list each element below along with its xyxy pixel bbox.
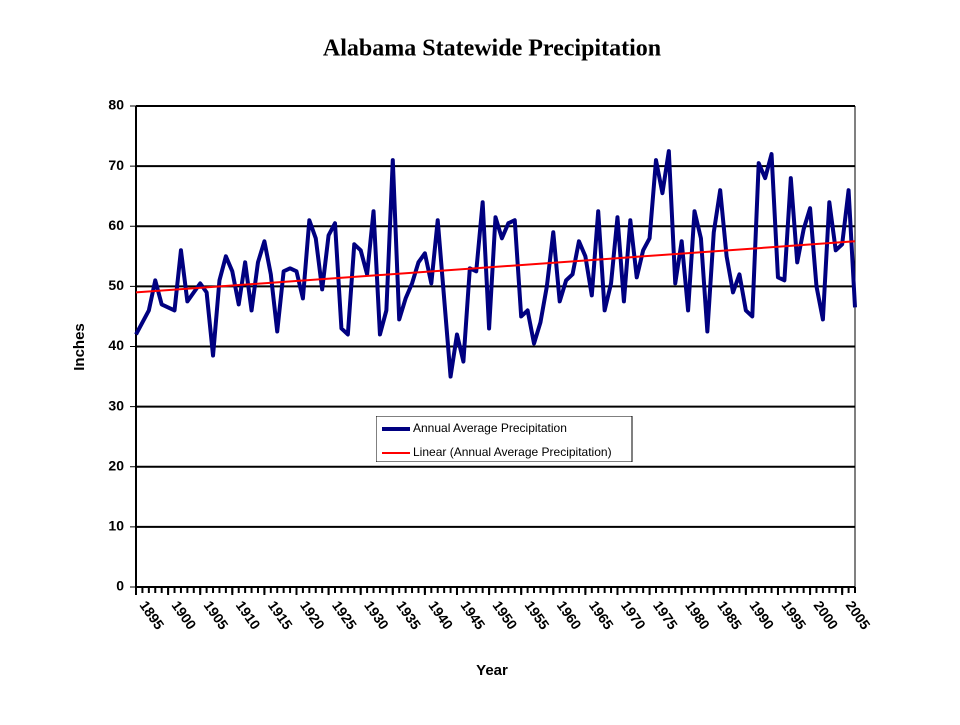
- series-line: [134, 149, 857, 379]
- x-tick-label: 1970: [618, 598, 649, 633]
- y-tick-label: 50: [108, 277, 124, 293]
- x-tick-label: 1925: [329, 598, 360, 633]
- legend-box: [376, 416, 633, 462]
- y-tick-label: 80: [108, 97, 124, 113]
- y-tick-label: 40: [108, 337, 124, 353]
- y-tick-label: 20: [108, 457, 124, 473]
- x-tick-label: 1960: [554, 598, 585, 633]
- x-tick-label: 1975: [650, 598, 681, 633]
- y-axis-label: Inches: [71, 323, 88, 371]
- x-tick-label: 1965: [586, 598, 617, 633]
- x-tick-label: 1920: [297, 598, 328, 633]
- y-tick-label: 60: [108, 217, 124, 233]
- x-tick-label: 1985: [714, 598, 745, 633]
- x-tick-label: 1980: [682, 598, 713, 633]
- x-tick-label: 1990: [746, 598, 777, 633]
- x-tick-label: 1930: [361, 598, 392, 633]
- x-tick-label: 1950: [490, 598, 521, 633]
- x-tick-label: 2000: [811, 598, 842, 633]
- y-tick-label: 0: [116, 578, 124, 594]
- legend: Annual Average Precipitation Linear (Annu…: [376, 416, 633, 462]
- x-tick-label: 1955: [522, 598, 553, 633]
- chart-title: Alabama Statewide Precipitation: [323, 36, 661, 62]
- x-tick-label: 1935: [393, 598, 424, 633]
- x-tick-label: 2005: [843, 598, 874, 633]
- y-tick-label: 10: [108, 518, 124, 534]
- x-tick-label: 1915: [265, 598, 296, 633]
- legend-label: Linear (Annual Average Precipitation): [413, 445, 612, 459]
- x-tick-label: 1895: [137, 598, 168, 633]
- y-tick-label: 70: [108, 157, 124, 173]
- x-tick-label: 1900: [169, 598, 200, 633]
- x-tick-label: 1905: [201, 598, 232, 633]
- x-tick-label: 1940: [425, 598, 456, 633]
- x-tick-label: 1945: [457, 598, 488, 633]
- x-tick-label: 1910: [233, 598, 264, 633]
- x-axis-label: Year: [476, 662, 508, 679]
- legend-label: Annual Average Precipitation: [413, 421, 567, 435]
- y-tick-label: 30: [108, 397, 124, 413]
- series-line: [135, 240, 856, 294]
- x-tick-label: 1995: [778, 598, 809, 633]
